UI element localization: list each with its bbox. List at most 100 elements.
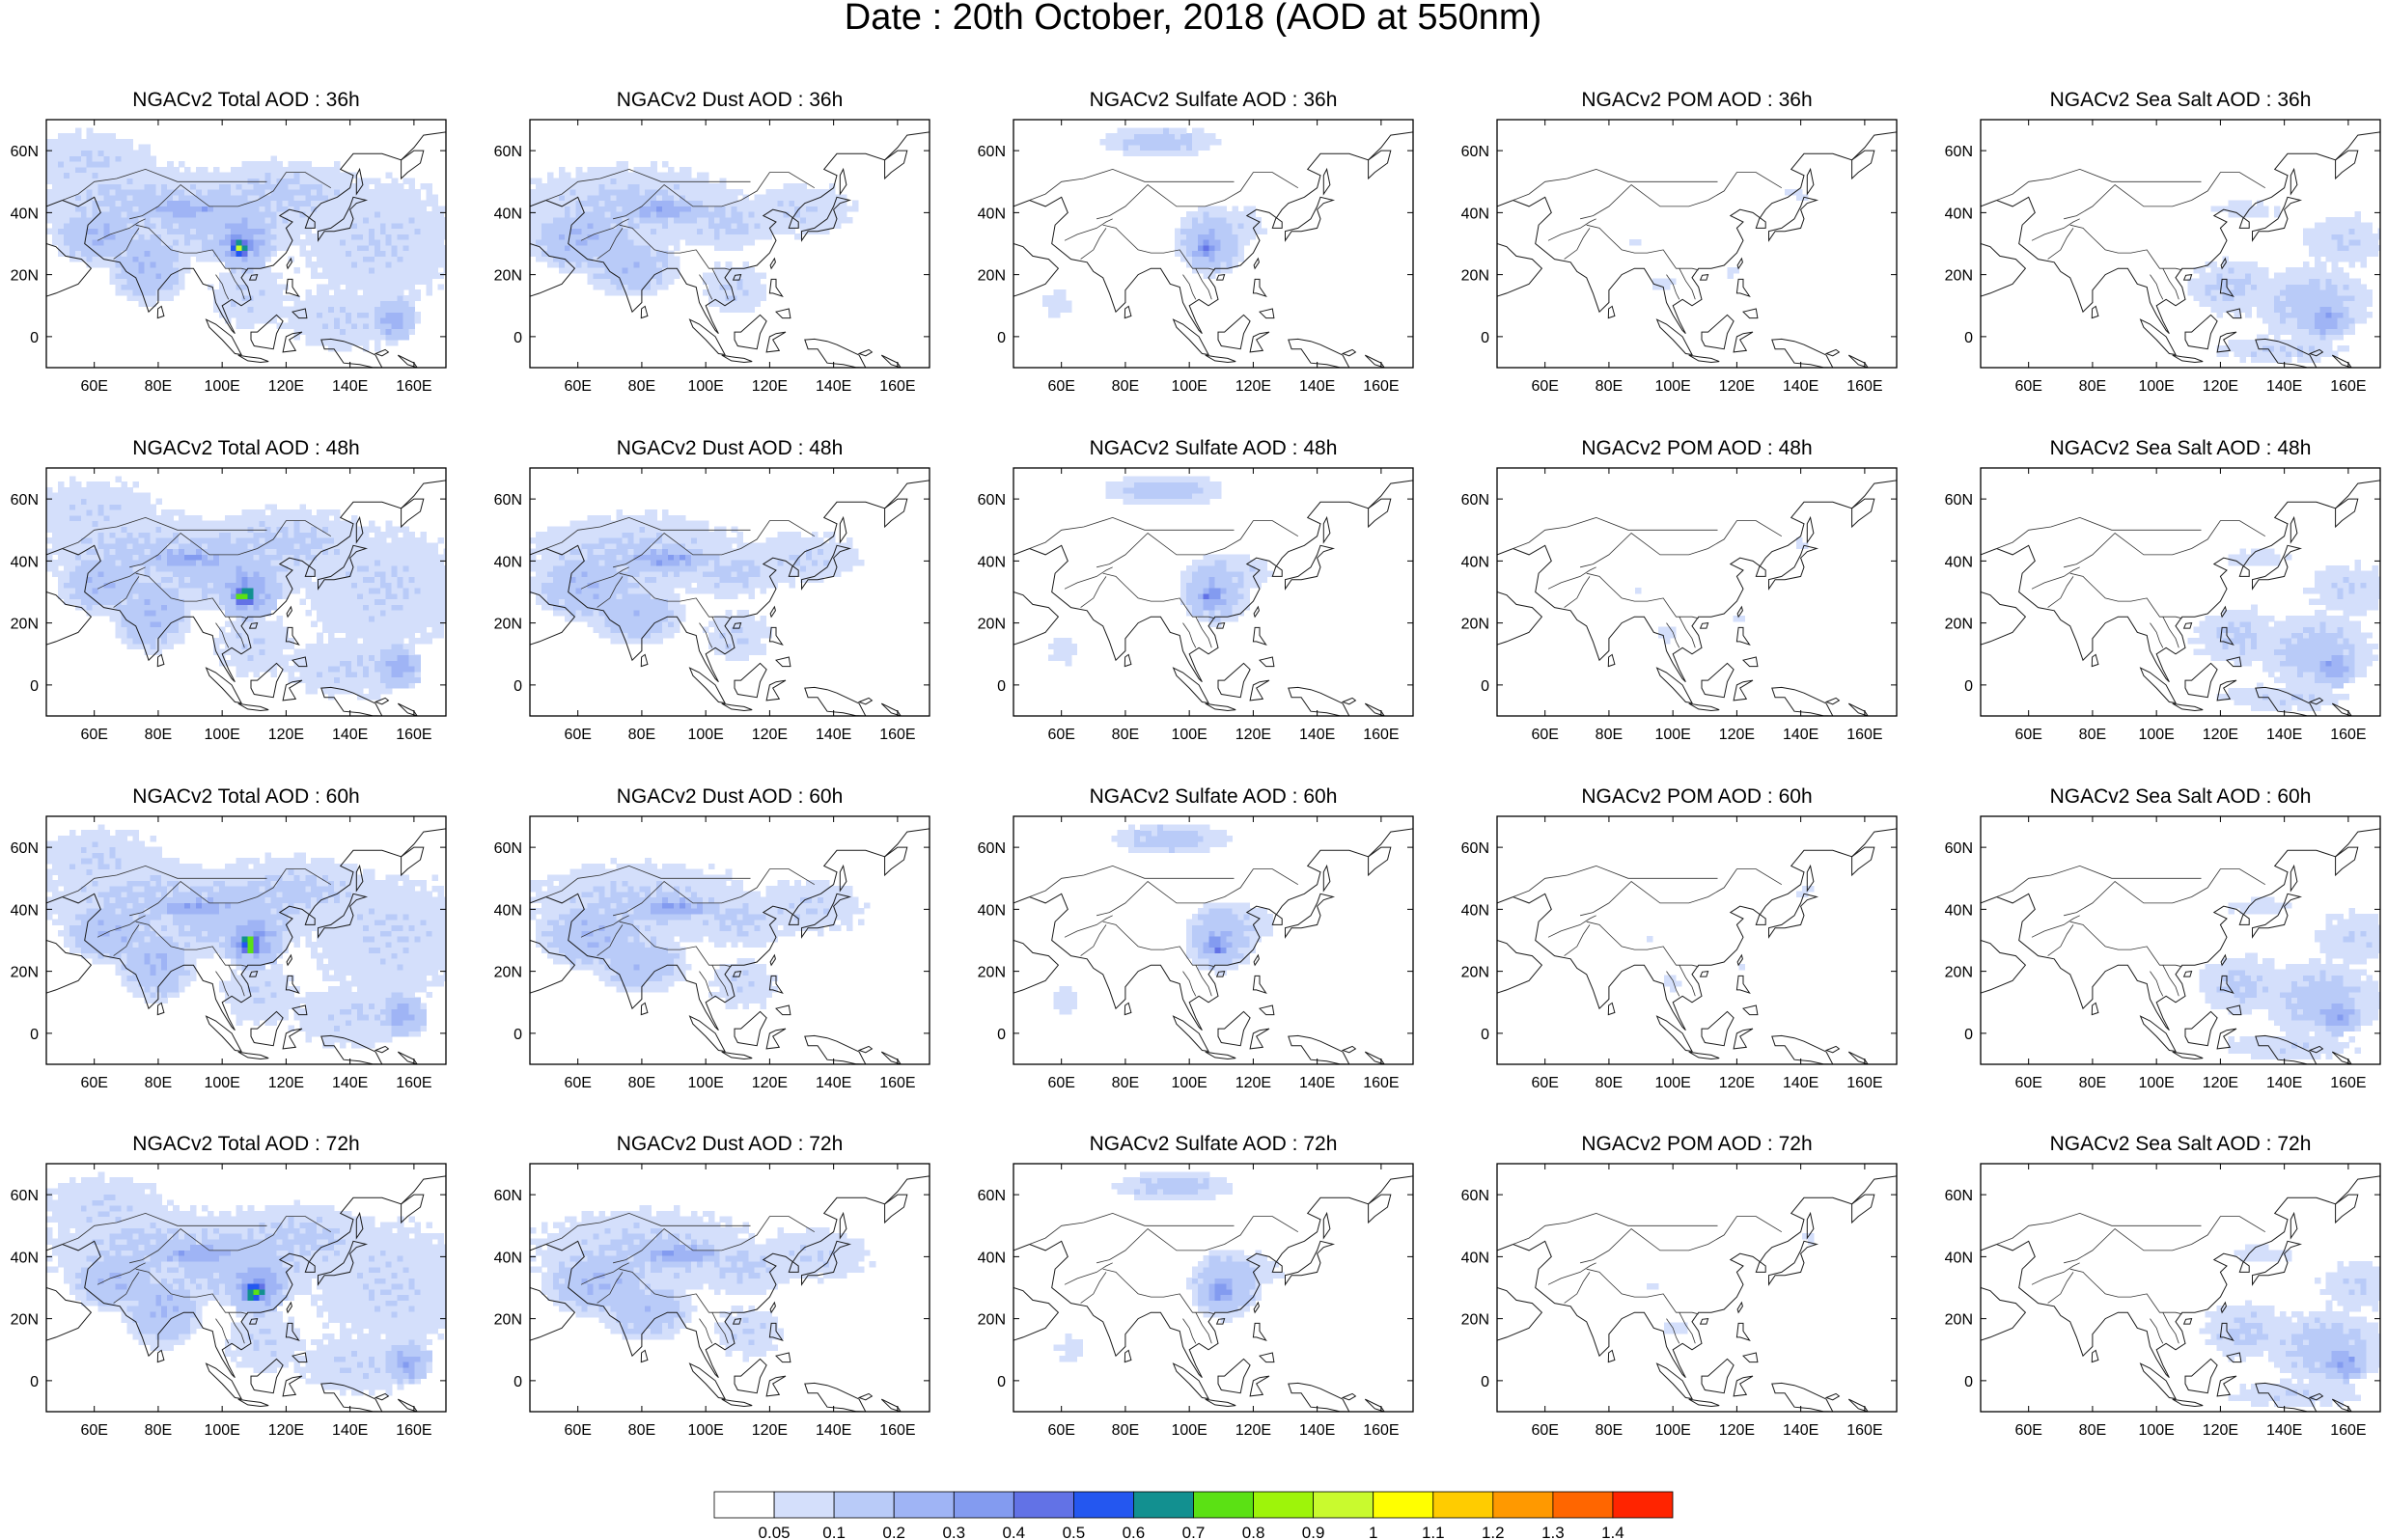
y-tick-label: 20N xyxy=(1461,617,1489,633)
x-tick-label: 80E xyxy=(628,727,655,743)
y-tick-label: 40N xyxy=(494,902,522,919)
colorbar-swatch xyxy=(1373,1491,1434,1519)
y-tick-label: 60N xyxy=(1945,492,1973,509)
y-tick-label: 20N xyxy=(978,1312,1006,1329)
y-tick-label: 20N xyxy=(494,617,522,633)
y-tick-label: 40N xyxy=(978,554,1006,570)
y-tick-label: 40N xyxy=(1945,206,1973,222)
y-tick-label: 0 xyxy=(30,1027,39,1043)
x-tick-label: 80E xyxy=(628,378,655,395)
y-tick-label: 60N xyxy=(494,840,522,857)
y-tick-label: 40N xyxy=(978,206,1006,222)
panel-title: NGACv2 Sulfate AOD : 48h xyxy=(1090,437,1338,459)
y-tick-label: 0 xyxy=(1481,330,1489,346)
x-tick-label: 100E xyxy=(1171,727,1207,743)
coastlines xyxy=(1013,1164,1413,1412)
map-panel: NGACv2 Sea Salt AOD : 72h 60E 80E 100E 120E 1… xyxy=(1945,1133,2381,1439)
colorbar-swatch xyxy=(773,1491,835,1519)
x-tick-label: 140E xyxy=(332,1422,368,1439)
panel-title: NGACv2 POM AOD : 72h xyxy=(1581,1133,1812,1155)
map-frame xyxy=(45,815,447,1065)
x-tick-label: 80E xyxy=(2079,1422,2106,1439)
y-tick-label: 60N xyxy=(978,840,1006,857)
country-borders xyxy=(1029,168,1299,300)
map-frame xyxy=(1013,1163,1414,1413)
y-tick-label: 40N xyxy=(11,206,39,222)
y-tick-label: 0 xyxy=(1964,1027,1973,1043)
map-panel: NGACv2 Sea Salt AOD : 60h 60E 80E 100E 120E 1… xyxy=(1945,785,2381,1091)
country-borders xyxy=(545,516,816,648)
coastlines xyxy=(1981,468,2380,716)
x-tick-label: 140E xyxy=(2266,1422,2302,1439)
y-tick-label: 0 xyxy=(1964,330,1973,346)
x-tick-label: 140E xyxy=(816,1075,851,1091)
aod-field xyxy=(2187,548,2380,711)
y-tick-label: 60N xyxy=(1461,840,1489,857)
coastlines xyxy=(46,816,446,1064)
panel-title: NGACv2 Sulfate AOD : 72h xyxy=(1090,1133,1338,1155)
colorbar-swatch xyxy=(1193,1491,1254,1519)
y-tick-label: 20N xyxy=(494,268,522,285)
x-tick-label: 60E xyxy=(80,378,107,395)
x-tick-label: 140E xyxy=(816,1422,851,1439)
map-panel: NGACv2 Dust AOD : 48h 60E 80E 100E 120E 140E 1… xyxy=(494,437,930,743)
figure-title: Date : 20th October, 2018 (AOD at 550nm) xyxy=(845,0,1541,38)
coastlines xyxy=(1497,816,1897,1064)
y-tick-label: 20N xyxy=(978,268,1006,285)
x-tick-label: 160E xyxy=(1846,727,1882,743)
y-tick-label: 0 xyxy=(997,678,1006,695)
country-borders xyxy=(545,168,816,300)
y-tick-label: 0 xyxy=(1481,1027,1489,1043)
map-panel: NGACv2 POM AOD : 36h 60E 80E 100E 120E 140E 16… xyxy=(1461,89,1898,395)
colorbar-label: 1 xyxy=(1369,1524,1377,1540)
x-tick-label: 140E xyxy=(1783,1422,1818,1439)
x-tick-label: 120E xyxy=(1235,727,1271,743)
map-frame xyxy=(529,815,930,1065)
x-tick-label: 80E xyxy=(1112,378,1139,395)
y-tick-label: 0 xyxy=(513,1374,522,1390)
y-tick-label: 20N xyxy=(11,617,39,633)
x-tick-label: 120E xyxy=(268,1075,304,1091)
y-tick-label: 40N xyxy=(1945,554,1973,570)
y-tick-label: 40N xyxy=(1945,902,1973,919)
country-borders xyxy=(1513,168,1783,300)
x-tick-label: 160E xyxy=(879,727,915,743)
colorbar-label: 0.05 xyxy=(759,1524,791,1540)
y-tick-label: 20N xyxy=(494,965,522,981)
y-tick-label: 60N xyxy=(978,144,1006,160)
colorbar-swatch xyxy=(1013,1491,1074,1519)
y-tick-label: 40N xyxy=(978,1250,1006,1266)
aod-field xyxy=(2187,200,2380,363)
panel-title: NGACv2 Sea Salt AOD : 36h xyxy=(2050,89,2312,111)
x-tick-label: 160E xyxy=(2330,378,2366,395)
x-tick-label: 80E xyxy=(1112,727,1139,743)
map-frame xyxy=(1013,467,1414,717)
x-tick-label: 80E xyxy=(145,378,172,395)
colorbar-swatch xyxy=(1552,1491,1614,1519)
x-tick-label: 100E xyxy=(1171,1422,1207,1439)
x-tick-label: 100E xyxy=(1654,727,1690,743)
x-tick-label: 160E xyxy=(1846,378,1882,395)
country-borders xyxy=(545,1212,816,1344)
country-borders xyxy=(545,865,816,997)
x-tick-label: 100E xyxy=(2138,1075,2174,1091)
x-tick-label: 160E xyxy=(396,378,431,395)
colorbar-swatch xyxy=(1492,1491,1554,1519)
panel-title: NGACv2 Dust AOD : 60h xyxy=(617,785,844,808)
country-borders xyxy=(62,516,332,648)
x-tick-label: 140E xyxy=(1299,1075,1335,1091)
map-panel: NGACv2 Total AOD : 72h 60E 80E 100E 120E 140E… xyxy=(11,1133,447,1439)
x-tick-label: 120E xyxy=(268,378,304,395)
country-borders xyxy=(1996,865,2266,997)
map-frame xyxy=(1496,815,1898,1065)
y-tick-label: 40N xyxy=(1461,1250,1489,1266)
panel-title: NGACv2 POM AOD : 36h xyxy=(1581,89,1812,111)
map-frame xyxy=(1496,119,1898,369)
panel-title: NGACv2 Total AOD : 60h xyxy=(132,785,359,808)
country-borders xyxy=(1029,1212,1299,1344)
x-tick-label: 120E xyxy=(752,727,788,743)
x-tick-label: 60E xyxy=(1531,378,1558,395)
country-borders xyxy=(1513,516,1783,648)
map-panel: NGACv2 Sulfate AOD : 72h 60E 80E 100E 120E 14… xyxy=(978,1133,1414,1439)
x-tick-label: 60E xyxy=(1047,1422,1074,1439)
